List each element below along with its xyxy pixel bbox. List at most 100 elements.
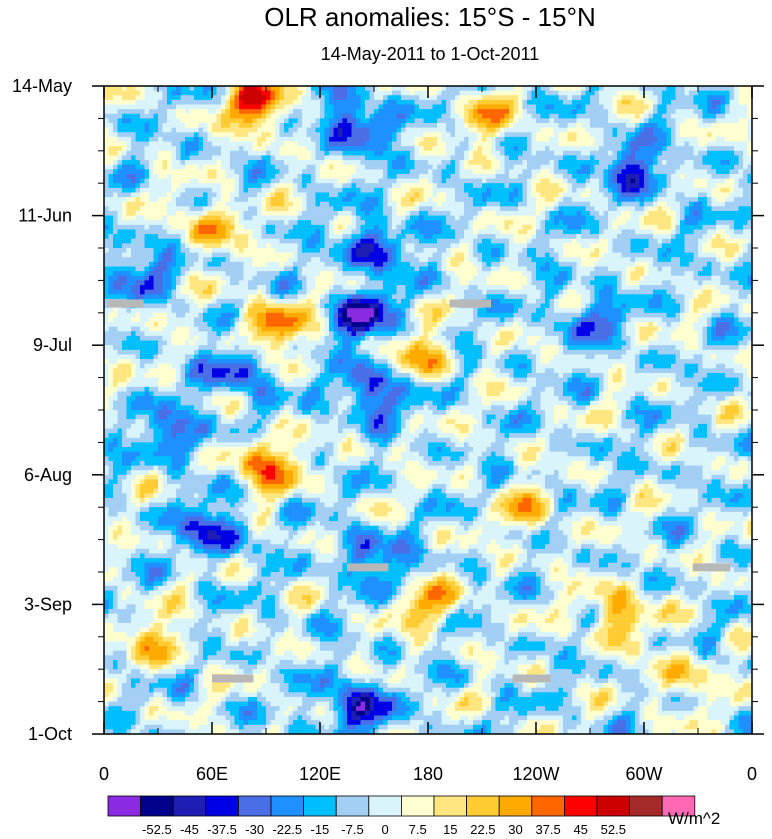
heatmap-cell	[343, 206, 348, 211]
heatmap-cell	[703, 179, 708, 184]
heatmap-cell	[581, 142, 586, 147]
heatmap-cell	[545, 183, 550, 188]
heatmap-cell	[388, 174, 393, 179]
heatmap-cell	[424, 206, 429, 211]
heatmap-cell	[635, 95, 640, 100]
heatmap-cell	[626, 100, 631, 105]
heatmap-cell	[586, 128, 591, 133]
heatmap-cell	[383, 206, 388, 211]
heatmap-cell	[680, 183, 685, 188]
heatmap-cell	[383, 174, 388, 179]
heatmap-cell	[289, 142, 294, 147]
heatmap-cell	[559, 118, 564, 123]
heatmap-cell	[424, 105, 429, 110]
heatmap-cell	[424, 118, 429, 123]
heatmap-cell	[662, 206, 667, 211]
heatmap-cell	[401, 123, 406, 128]
heatmap-cell	[622, 234, 627, 239]
heatmap-cell	[604, 91, 609, 96]
heatmap-cell	[311, 197, 316, 202]
heatmap-cell	[482, 179, 487, 184]
heatmap-cell	[469, 239, 474, 244]
heatmap-cell	[172, 132, 177, 137]
heatmap-cell	[257, 174, 262, 179]
heatmap-cell	[703, 91, 708, 96]
heatmap-cell	[662, 109, 667, 114]
heatmap-cell	[415, 216, 420, 221]
heatmap-cell	[320, 142, 325, 147]
heatmap-cell	[343, 174, 348, 179]
heatmap-cell	[185, 100, 190, 105]
heatmap-cell	[500, 174, 505, 179]
heatmap-cell	[118, 132, 123, 137]
heatmap-cell	[523, 183, 528, 188]
heatmap-cell	[181, 202, 186, 207]
heatmap-cell	[464, 202, 469, 207]
heatmap-cell	[464, 160, 469, 165]
heatmap-cell	[415, 100, 420, 105]
heatmap-cell	[136, 183, 141, 188]
heatmap-cell	[244, 225, 249, 230]
heatmap-cell	[109, 174, 114, 179]
heatmap-cell	[424, 239, 429, 244]
heatmap-cell	[550, 216, 555, 221]
heatmap-cell	[113, 174, 118, 179]
heatmap-cell	[559, 229, 564, 234]
heatmap-cell	[388, 109, 393, 114]
heatmap-cell	[307, 243, 312, 248]
heatmap-cell	[572, 146, 577, 151]
heatmap-cell	[365, 188, 370, 193]
heatmap-cell	[478, 137, 483, 142]
heatmap-cell	[262, 132, 267, 137]
heatmap-cell	[505, 216, 510, 221]
heatmap-cell	[199, 100, 204, 105]
heatmap-cell	[532, 109, 537, 114]
heatmap-cell	[725, 183, 730, 188]
heatmap-cell	[455, 123, 460, 128]
heatmap-cell	[712, 95, 717, 100]
heatmap-cell	[338, 183, 343, 188]
heatmap-cell	[190, 132, 195, 137]
heatmap-cell	[586, 229, 591, 234]
heatmap-cell	[320, 234, 325, 239]
heatmap-cell	[667, 169, 672, 174]
heatmap-cell	[365, 197, 370, 202]
heatmap-cell	[500, 118, 505, 123]
heatmap-cell	[257, 132, 262, 137]
heatmap-cell	[176, 225, 181, 230]
heatmap-cell	[500, 123, 505, 128]
heatmap-cell	[284, 100, 289, 105]
heatmap-cell	[550, 192, 555, 197]
heatmap-cell	[685, 91, 690, 96]
heatmap-cell	[271, 239, 276, 244]
heatmap-cell	[734, 142, 739, 147]
heatmap-cell	[433, 123, 438, 128]
heatmap-cell	[730, 169, 735, 174]
heatmap-cell	[122, 118, 127, 123]
heatmap-cell	[541, 243, 546, 248]
heatmap-cell	[577, 105, 582, 110]
heatmap-cell	[536, 114, 541, 119]
heatmap-cell	[559, 188, 564, 193]
heatmap-cell	[721, 192, 726, 197]
heatmap-cell	[406, 118, 411, 123]
heatmap-cell	[712, 155, 717, 160]
heatmap-cell	[523, 229, 528, 234]
heatmap-cell	[707, 151, 712, 156]
heatmap-cell	[572, 95, 577, 100]
heatmap-cell	[689, 183, 694, 188]
heatmap-cell	[707, 95, 712, 100]
heatmap-cell	[478, 142, 483, 147]
heatmap-cell	[451, 155, 456, 160]
heatmap-cell	[167, 155, 172, 160]
heatmap-cell	[514, 188, 519, 193]
heatmap-cell	[500, 229, 505, 234]
heatmap-cell	[118, 91, 123, 96]
heatmap-cell	[532, 165, 537, 170]
heatmap-cell	[730, 160, 735, 165]
heatmap-cell	[275, 123, 280, 128]
heatmap-cell	[455, 137, 460, 142]
heatmap-cell	[509, 91, 514, 96]
heatmap-cell	[109, 118, 114, 123]
heatmap-cell	[676, 142, 681, 147]
